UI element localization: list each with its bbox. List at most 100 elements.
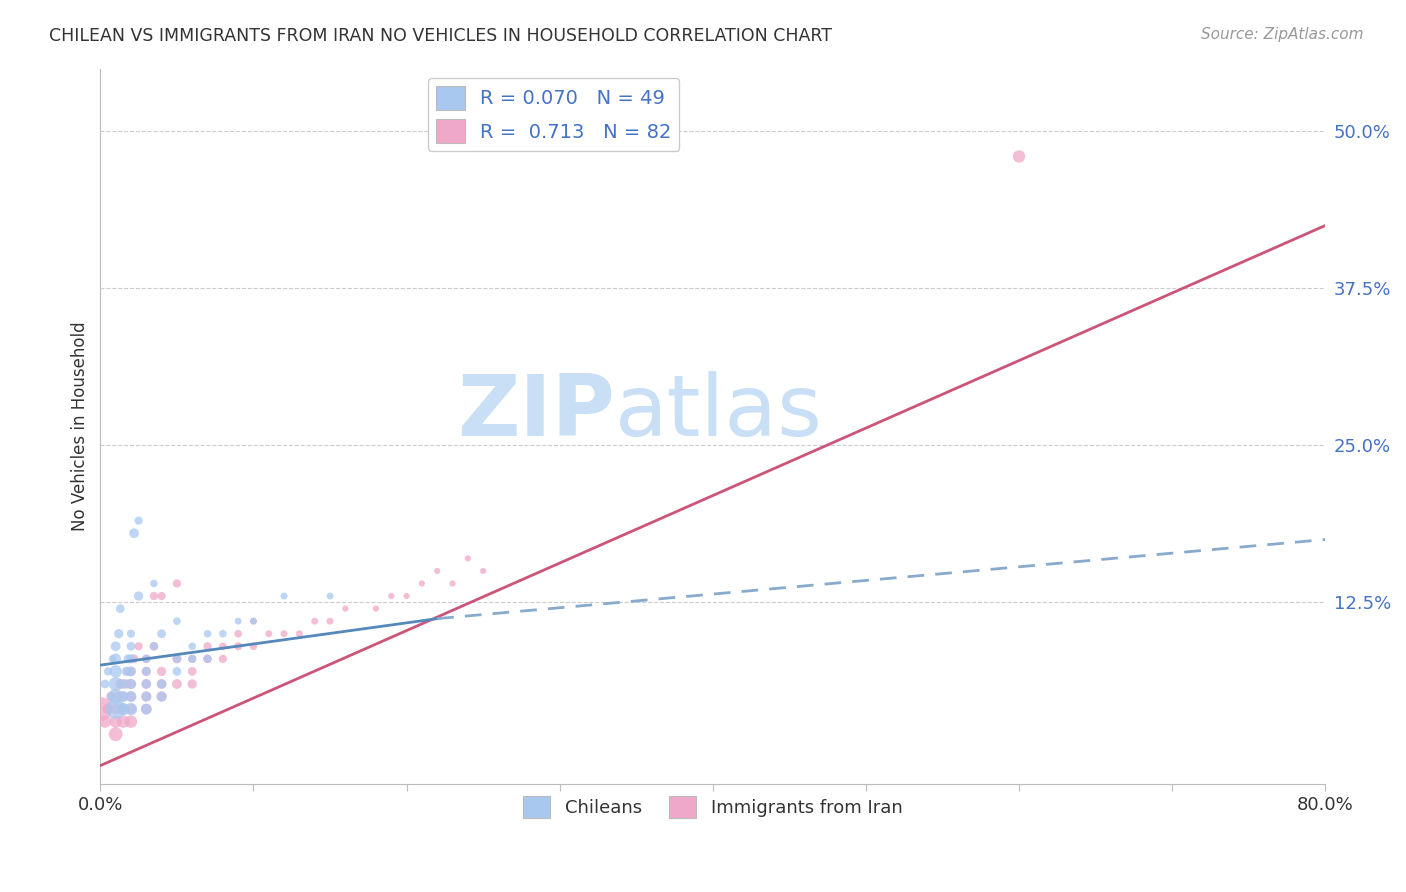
Point: [304, 614, 326, 628]
Point: [211, 626, 233, 640]
Point: [181, 652, 204, 666]
Point: [142, 589, 165, 603]
Point: [181, 677, 204, 691]
Point: [226, 614, 249, 628]
Point: [104, 727, 127, 741]
Point: [135, 677, 157, 691]
Point: [115, 665, 138, 679]
Point: [122, 652, 145, 666]
Point: [242, 614, 264, 628]
Text: atlas: atlas: [614, 371, 823, 454]
Point: [104, 702, 127, 716]
Point: [181, 652, 204, 666]
Point: [242, 640, 264, 654]
Point: [120, 626, 142, 640]
Point: [97, 702, 120, 716]
Point: [142, 576, 165, 591]
Point: [135, 665, 157, 679]
Point: [335, 601, 357, 615]
Point: [128, 640, 150, 654]
Point: [142, 640, 165, 654]
Text: Source: ZipAtlas.com: Source: ZipAtlas.com: [1201, 27, 1364, 42]
Point: [120, 702, 142, 716]
Point: [319, 614, 342, 628]
Point: [426, 564, 449, 578]
Point: [100, 690, 122, 704]
Point: [242, 614, 264, 628]
Point: [457, 551, 479, 566]
Text: CHILEAN VS IMMIGRANTS FROM IRAN NO VEHICLES IN HOUSEHOLD CORRELATION CHART: CHILEAN VS IMMIGRANTS FROM IRAN NO VEHIC…: [49, 27, 832, 45]
Point: [166, 614, 188, 628]
Point: [104, 652, 127, 666]
Point: [135, 652, 157, 666]
Point: [380, 589, 402, 603]
Point: [135, 702, 157, 716]
Point: [135, 677, 157, 691]
Point: [120, 665, 142, 679]
Point: [120, 640, 142, 654]
Point: [104, 702, 127, 716]
Point: [135, 690, 157, 704]
Point: [319, 589, 342, 603]
Point: [364, 601, 387, 615]
Point: [107, 690, 129, 704]
Point: [120, 690, 142, 704]
Point: [166, 576, 188, 591]
Y-axis label: No Vehicles in Household: No Vehicles in Household: [72, 322, 89, 532]
Point: [94, 714, 117, 729]
Point: [150, 677, 173, 691]
Point: [197, 626, 219, 640]
Point: [112, 690, 135, 704]
Point: [112, 702, 135, 716]
Point: [135, 702, 157, 716]
Point: [411, 576, 433, 591]
Point: [104, 677, 127, 691]
Point: [211, 640, 233, 654]
Point: [181, 640, 204, 654]
Point: [150, 690, 173, 704]
Point: [112, 714, 135, 729]
Point: [120, 702, 142, 716]
Point: [273, 626, 295, 640]
Point: [166, 652, 188, 666]
Legend: Chileans, Immigrants from Iran: Chileans, Immigrants from Iran: [516, 789, 910, 825]
Point: [112, 702, 135, 716]
Point: [441, 576, 464, 591]
Point: [120, 714, 142, 729]
Point: [120, 677, 142, 691]
Point: [472, 564, 495, 578]
Point: [135, 652, 157, 666]
Point: [115, 677, 138, 691]
Point: [150, 677, 173, 691]
Point: [226, 640, 249, 654]
Point: [120, 652, 142, 666]
Point: [89, 702, 111, 716]
Point: [107, 626, 129, 640]
Point: [104, 665, 127, 679]
Point: [150, 589, 173, 603]
Point: [181, 665, 204, 679]
Point: [150, 626, 173, 640]
Point: [166, 677, 188, 691]
Point: [110, 677, 132, 691]
Point: [94, 677, 117, 691]
Point: [120, 690, 142, 704]
Point: [150, 665, 173, 679]
Point: [197, 652, 219, 666]
Point: [104, 640, 127, 654]
Point: [150, 690, 173, 704]
Point: [395, 589, 418, 603]
Point: [273, 589, 295, 603]
Point: [226, 626, 249, 640]
Point: [257, 626, 280, 640]
Point: [110, 601, 132, 615]
Point: [288, 626, 311, 640]
Point: [101, 652, 124, 666]
Point: [100, 690, 122, 704]
Point: [112, 677, 135, 691]
Point: [117, 665, 139, 679]
Point: [117, 652, 139, 666]
Point: [166, 652, 188, 666]
Point: [211, 652, 233, 666]
Point: [122, 526, 145, 541]
